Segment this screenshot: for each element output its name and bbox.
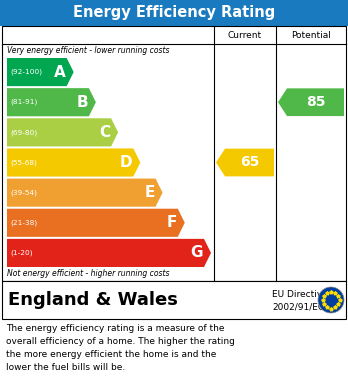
Text: E: E	[144, 185, 155, 200]
Text: 85: 85	[306, 95, 325, 109]
Bar	[2, 281, 346, 319]
Text: D: D	[120, 155, 132, 170]
Text: F: F	[166, 215, 177, 230]
Text: (39-54): (39-54)	[10, 189, 37, 196]
Polygon shape	[278, 88, 344, 116]
Circle shape	[318, 287, 344, 313]
Text: (92-100): (92-100)	[10, 69, 42, 75]
Polygon shape	[7, 239, 211, 267]
Text: EU Directive: EU Directive	[272, 290, 328, 299]
Text: G: G	[190, 246, 203, 260]
Text: England & Wales: England & Wales	[8, 291, 178, 309]
Text: overall efficiency of a home. The higher the rating: overall efficiency of a home. The higher…	[6, 337, 235, 346]
Polygon shape	[7, 149, 140, 177]
Text: the more energy efficient the home is and the: the more energy efficient the home is an…	[6, 350, 216, 359]
Text: (55-68): (55-68)	[10, 159, 37, 166]
Bar	[2, 26, 346, 281]
Text: B: B	[76, 95, 88, 110]
Text: (1-20): (1-20)	[10, 250, 33, 256]
Text: A: A	[54, 65, 66, 80]
Text: 65: 65	[240, 156, 259, 170]
Text: lower the fuel bills will be.: lower the fuel bills will be.	[6, 363, 125, 372]
Polygon shape	[7, 58, 74, 86]
Text: Not energy efficient - higher running costs: Not energy efficient - higher running co…	[7, 269, 169, 278]
Text: Potential: Potential	[291, 30, 331, 39]
Text: C: C	[99, 125, 110, 140]
Text: (21-38): (21-38)	[10, 219, 37, 226]
Text: Very energy efficient - lower running costs: Very energy efficient - lower running co…	[7, 46, 169, 55]
Text: 2002/91/EC: 2002/91/EC	[272, 302, 324, 311]
Text: (81-91): (81-91)	[10, 99, 37, 106]
Text: The energy efficiency rating is a measure of the: The energy efficiency rating is a measur…	[6, 324, 224, 333]
Bar	[0, 0, 348, 26]
Polygon shape	[216, 149, 274, 176]
Polygon shape	[7, 88, 96, 116]
Polygon shape	[7, 179, 163, 207]
Polygon shape	[7, 118, 118, 146]
Polygon shape	[7, 209, 185, 237]
Text: (69-80): (69-80)	[10, 129, 37, 136]
Text: Current: Current	[228, 30, 262, 39]
Text: Energy Efficiency Rating: Energy Efficiency Rating	[73, 5, 275, 20]
